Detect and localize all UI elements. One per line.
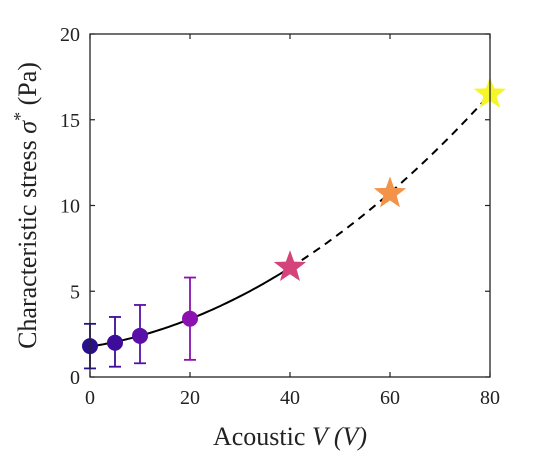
data-point	[132, 327, 148, 344]
data-point	[182, 310, 198, 327]
x-tick-label: 80	[480, 387, 500, 409]
x-tick-label: 20	[180, 387, 200, 409]
x-tick-label: 0	[85, 387, 95, 409]
y-tick-label: 0	[70, 367, 80, 389]
y-axis-title: Characteristic stress σ* (Pa)	[10, 62, 42, 349]
y-tick-label: 10	[60, 196, 80, 218]
x-tick-label: 60	[380, 387, 400, 409]
x-tick-label: 40	[280, 387, 300, 409]
y-tick-label: 15	[60, 110, 80, 132]
plot-layer	[82, 77, 507, 370]
fit-curve-dashed	[289, 93, 491, 269]
star-point	[373, 176, 407, 208]
y-tick-label: 20	[60, 24, 80, 46]
star-point	[273, 250, 307, 281]
ticks-layer: 0 20 40 60 80 0 5 10 15 20	[60, 24, 500, 409]
y-tick-label: 5	[70, 281, 80, 303]
x-axis-title: Acoustic V (V)	[213, 422, 367, 451]
axes-box	[89, 33, 491, 378]
data-point	[107, 334, 123, 351]
